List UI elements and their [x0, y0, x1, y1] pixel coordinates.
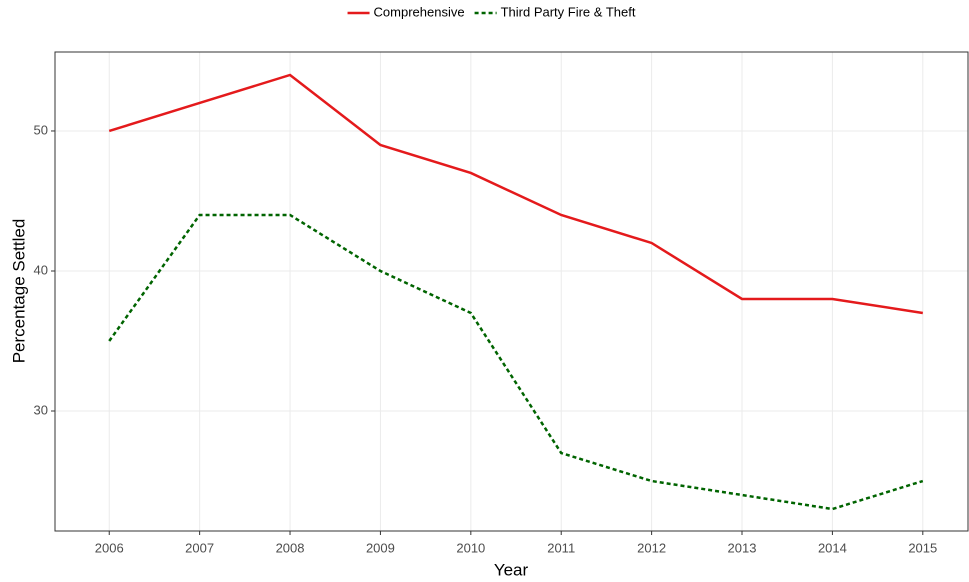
y-tick-label: 40 — [34, 262, 48, 277]
x-tick-label: 2014 — [818, 540, 847, 555]
x-tick-label: 2007 — [185, 540, 214, 555]
y-tick-label: 50 — [34, 122, 48, 137]
x-tick-label: 2015 — [908, 540, 937, 555]
legend-label: Comprehensive — [374, 4, 465, 19]
x-tick-label: 2009 — [366, 540, 395, 555]
x-axis-title: Year — [494, 560, 529, 579]
x-tick-label: 2010 — [456, 540, 485, 555]
panel-border — [54, 51, 969, 532]
x-tick-label: 2013 — [728, 540, 757, 555]
x-tick-label: 2006 — [95, 540, 124, 555]
legend: Comprehensive Third Party Fire & Theft — [347, 4, 636, 19]
x-tick-label: 2008 — [276, 540, 305, 555]
legend-label: Third Party Fire & Theft — [501, 4, 636, 19]
y-tick-label: 30 — [34, 402, 48, 417]
x-tick-label: 2011 — [547, 540, 575, 555]
x-tick-label: 2012 — [637, 540, 666, 555]
line-series — [108, 213, 924, 511]
y-axis-title: Percentage Settled — [9, 219, 28, 364]
line-series — [108, 73, 923, 315]
